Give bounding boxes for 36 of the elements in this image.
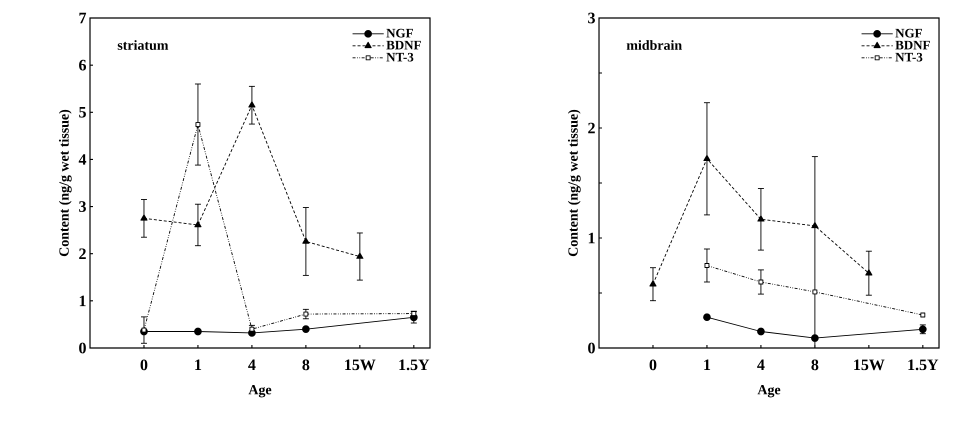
x-tick-label: 1.5Y xyxy=(908,359,938,370)
legend-label: BDNF xyxy=(386,40,421,50)
y-tick-label: 6 xyxy=(79,60,86,70)
legend-label: NGF xyxy=(386,28,413,38)
y-tick-label: 0 xyxy=(588,342,595,354)
x-tick-label: 8 xyxy=(811,359,818,370)
y-axis-title: Content (ng/g wet tissue) xyxy=(58,110,72,256)
y-tick-label: 2 xyxy=(588,122,595,134)
y-axis-title: Content (ng/g wet tissue) xyxy=(568,110,581,256)
y-tick-label: 3 xyxy=(588,12,595,24)
text: striatum xyxy=(118,40,168,50)
y-tick-label: 7 xyxy=(79,12,86,24)
legend-label: NT-3 xyxy=(386,52,414,62)
y-tick-label: 1 xyxy=(588,232,595,244)
x-axis-title: Age xyxy=(248,385,272,398)
x-tick-label: 1 xyxy=(704,359,710,370)
x-tick-label: 0 xyxy=(140,359,148,370)
y-tick-label: 1 xyxy=(80,296,86,306)
x-tick-label: 8 xyxy=(302,359,310,370)
text: midbrain xyxy=(626,40,682,50)
y-tick-label: 2 xyxy=(79,248,86,259)
legend-label: NGF xyxy=(895,28,922,38)
y-tick-label: 5 xyxy=(79,106,86,118)
x-tick-label: 15W xyxy=(345,359,376,370)
x-tick-label: 0 xyxy=(650,359,656,370)
x-tick-label: 15W xyxy=(854,359,885,370)
x-tick-label: 4 xyxy=(248,360,256,370)
x-tick-label: 4 xyxy=(757,360,765,370)
y-tick-label: 3 xyxy=(79,201,86,212)
x-tick-label: 1 xyxy=(195,359,202,370)
x-tick-label: 1.5Y xyxy=(399,359,430,370)
x-axis-title: Age xyxy=(758,385,780,398)
legend-label: NT-3 xyxy=(895,52,922,62)
legend-label: BDNF xyxy=(895,40,930,50)
y-tick-label: 4 xyxy=(78,154,86,165)
y-tick-label: 0 xyxy=(79,342,86,354)
